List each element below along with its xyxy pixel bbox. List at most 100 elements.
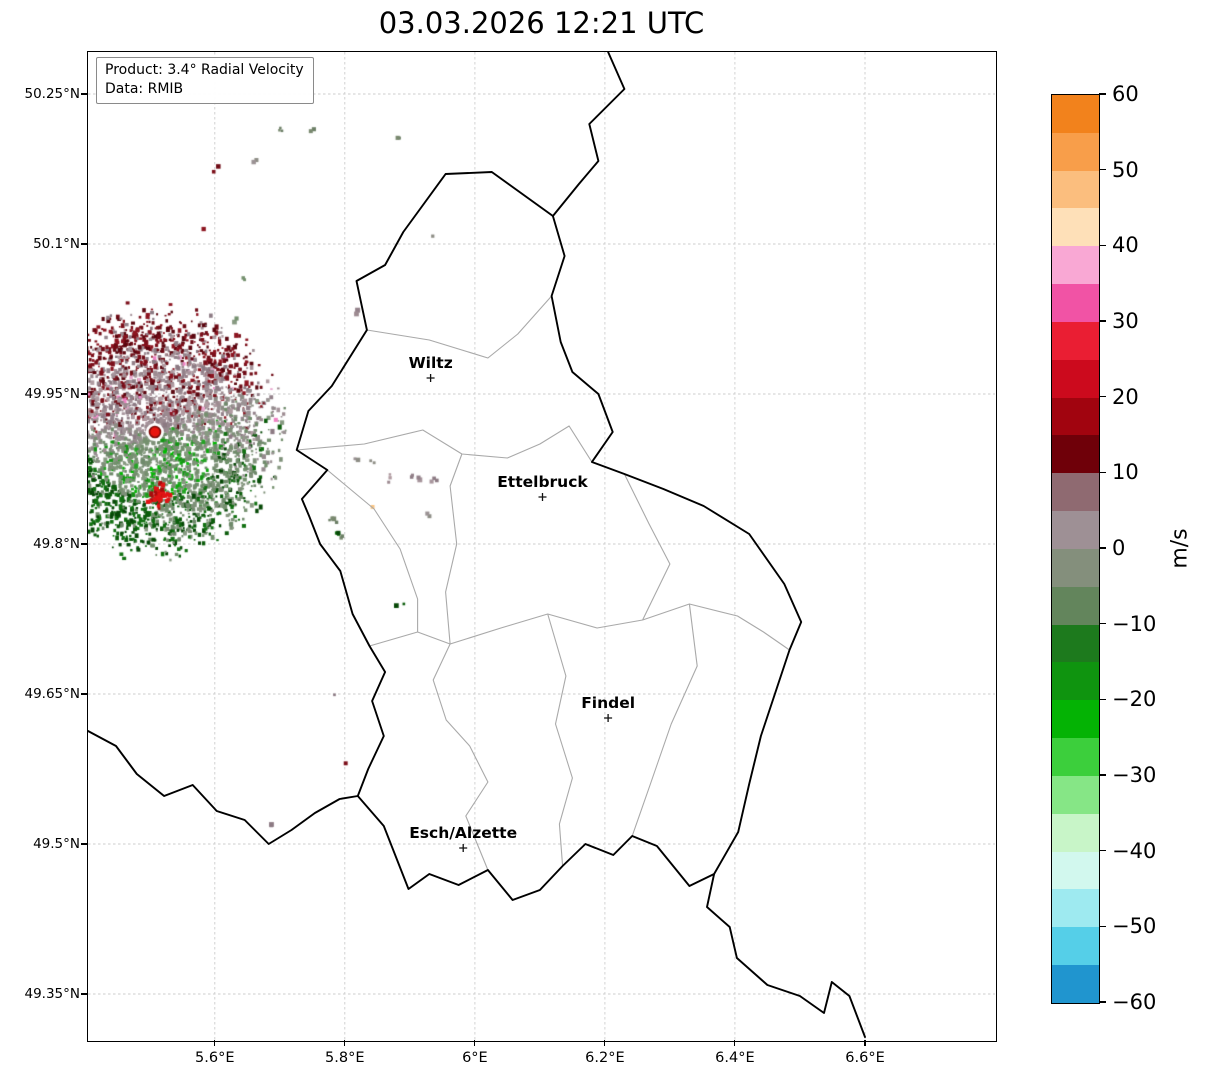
y-tick-label: 49.95°N xyxy=(24,386,81,402)
x-tick-label: 6.4°E xyxy=(715,1050,755,1066)
y-tick-label: 49.65°N xyxy=(24,686,81,702)
y-tick-label: 49.35°N xyxy=(24,986,81,1002)
colorbar-tick-mark xyxy=(1099,849,1106,852)
x-tick-mark xyxy=(344,1040,346,1046)
colorbar-segment xyxy=(1052,586,1099,625)
x-tick-label: 6.2°E xyxy=(585,1050,625,1066)
city-marker xyxy=(426,374,435,382)
colorbar-tick-mark xyxy=(1099,1001,1106,1003)
colorbar-segment xyxy=(1052,851,1099,890)
colorbar-unit-label: m/s xyxy=(1167,527,1193,569)
district-border xyxy=(366,295,553,359)
y-tick-mark xyxy=(81,693,87,695)
colorbar-tick-label: 0 xyxy=(1112,536,1126,560)
colorbar-tick-label: −40 xyxy=(1112,838,1157,863)
colorbar-segment xyxy=(1052,889,1099,928)
colorbar-tick-mark xyxy=(1099,622,1106,625)
colorbar-tick-mark xyxy=(1099,93,1106,95)
colorbar-segment xyxy=(1052,927,1099,966)
colorbar-tick-mark xyxy=(1099,471,1106,474)
colorbar-segment xyxy=(1052,435,1099,474)
district-border xyxy=(326,469,419,632)
colorbar-tick-label: −50 xyxy=(1112,914,1157,939)
y-tick-label: 49.8°N xyxy=(33,536,80,552)
colorbar-tick-label: 60 xyxy=(1112,82,1139,106)
colorbar-segment xyxy=(1052,132,1099,171)
national-border xyxy=(551,52,626,217)
colorbar-tick-label: 20 xyxy=(1112,384,1139,409)
y-tick-label: 49.5°N xyxy=(33,836,80,852)
colorbar-segment xyxy=(1052,95,1099,133)
national-border xyxy=(88,730,359,845)
city-marker xyxy=(604,714,613,722)
district-border xyxy=(623,473,671,621)
y-tick-mark xyxy=(81,843,87,845)
y-tick-label: 50.1°N xyxy=(33,236,80,252)
colorbar-tick-label: −30 xyxy=(1112,763,1157,787)
colorbar-segment xyxy=(1052,813,1099,852)
colorbar-segment xyxy=(1052,738,1099,776)
colorbar-segment xyxy=(1052,208,1099,247)
colorbar-tick-label: −20 xyxy=(1112,687,1157,712)
radar-echo-layer xyxy=(88,52,995,1040)
luxembourg-border xyxy=(295,171,803,901)
colorbar-tick-label: −10 xyxy=(1112,611,1157,636)
colorbar-tick-mark xyxy=(1099,925,1106,928)
colorbar-tick-label: 10 xyxy=(1112,460,1139,485)
colorbar-segment xyxy=(1052,511,1099,549)
colorbar-tick-mark xyxy=(1099,774,1106,776)
district-border xyxy=(547,613,573,867)
x-tick-label: 5.6°E xyxy=(195,1050,235,1066)
colorbar-tick-label: 40 xyxy=(1112,233,1139,258)
colorbar-tick-mark xyxy=(1099,395,1106,398)
district-border xyxy=(631,603,698,837)
y-tick-mark xyxy=(81,393,87,395)
colorbar-segment xyxy=(1052,662,1099,701)
colorbar-gradient xyxy=(1052,95,1099,1003)
x-tick-mark xyxy=(604,1040,606,1046)
y-tick-mark xyxy=(81,243,87,245)
y-tick-mark xyxy=(81,543,87,545)
x-tick-mark xyxy=(474,1040,476,1046)
colorbar-tick-mark xyxy=(1099,547,1106,549)
colorbar-segment xyxy=(1052,700,1099,739)
colorbar-unit-label-wrap: m/s xyxy=(1160,94,1200,1002)
colorbar-tick-mark xyxy=(1099,244,1106,247)
district-border xyxy=(369,603,790,651)
y-tick-mark xyxy=(81,93,87,95)
colorbar-segment xyxy=(1052,775,1099,814)
borders-layer xyxy=(88,52,866,1038)
colorbar-segment xyxy=(1052,246,1099,285)
colorbar-segment xyxy=(1052,170,1099,209)
colorbar xyxy=(1051,94,1100,1004)
colorbar-tick-mark xyxy=(1099,698,1106,701)
colorbar-segment xyxy=(1052,321,1099,360)
colorbar-segment xyxy=(1052,397,1099,436)
colorbar-tick-mark xyxy=(1099,168,1106,171)
product-label: Product: 3.4° Radial Velocity xyxy=(105,62,304,78)
national-border xyxy=(706,873,866,1038)
x-tick-label: 6.6°E xyxy=(845,1050,885,1066)
x-tick-mark xyxy=(214,1040,216,1046)
colorbar-tick-mark xyxy=(1099,320,1106,322)
colorbar-tick-label: 50 xyxy=(1112,157,1139,182)
colorbar-segment xyxy=(1052,359,1099,398)
x-tick-label: 6°E xyxy=(462,1050,488,1066)
x-tick-mark xyxy=(864,1040,866,1046)
page-title: 03.03.2026 12:21 UTC xyxy=(378,6,705,40)
y-tick-label: 50.25°N xyxy=(24,86,81,102)
x-tick-mark xyxy=(734,1040,736,1046)
colorbar-tick-label: 30 xyxy=(1112,309,1139,333)
x-tick-label: 5.8°E xyxy=(325,1050,365,1066)
plot-area xyxy=(88,52,995,1040)
city-marker xyxy=(459,844,468,852)
data-source-label: Data: RMIB xyxy=(105,80,184,97)
district-border xyxy=(296,425,593,463)
colorbar-tick-label: −60 xyxy=(1112,990,1157,1014)
colorbar-segment xyxy=(1052,548,1099,587)
y-tick-mark xyxy=(81,993,87,995)
colorbar-segment xyxy=(1052,624,1099,663)
colorbar-segment xyxy=(1052,473,1099,512)
city-marker xyxy=(538,493,547,501)
